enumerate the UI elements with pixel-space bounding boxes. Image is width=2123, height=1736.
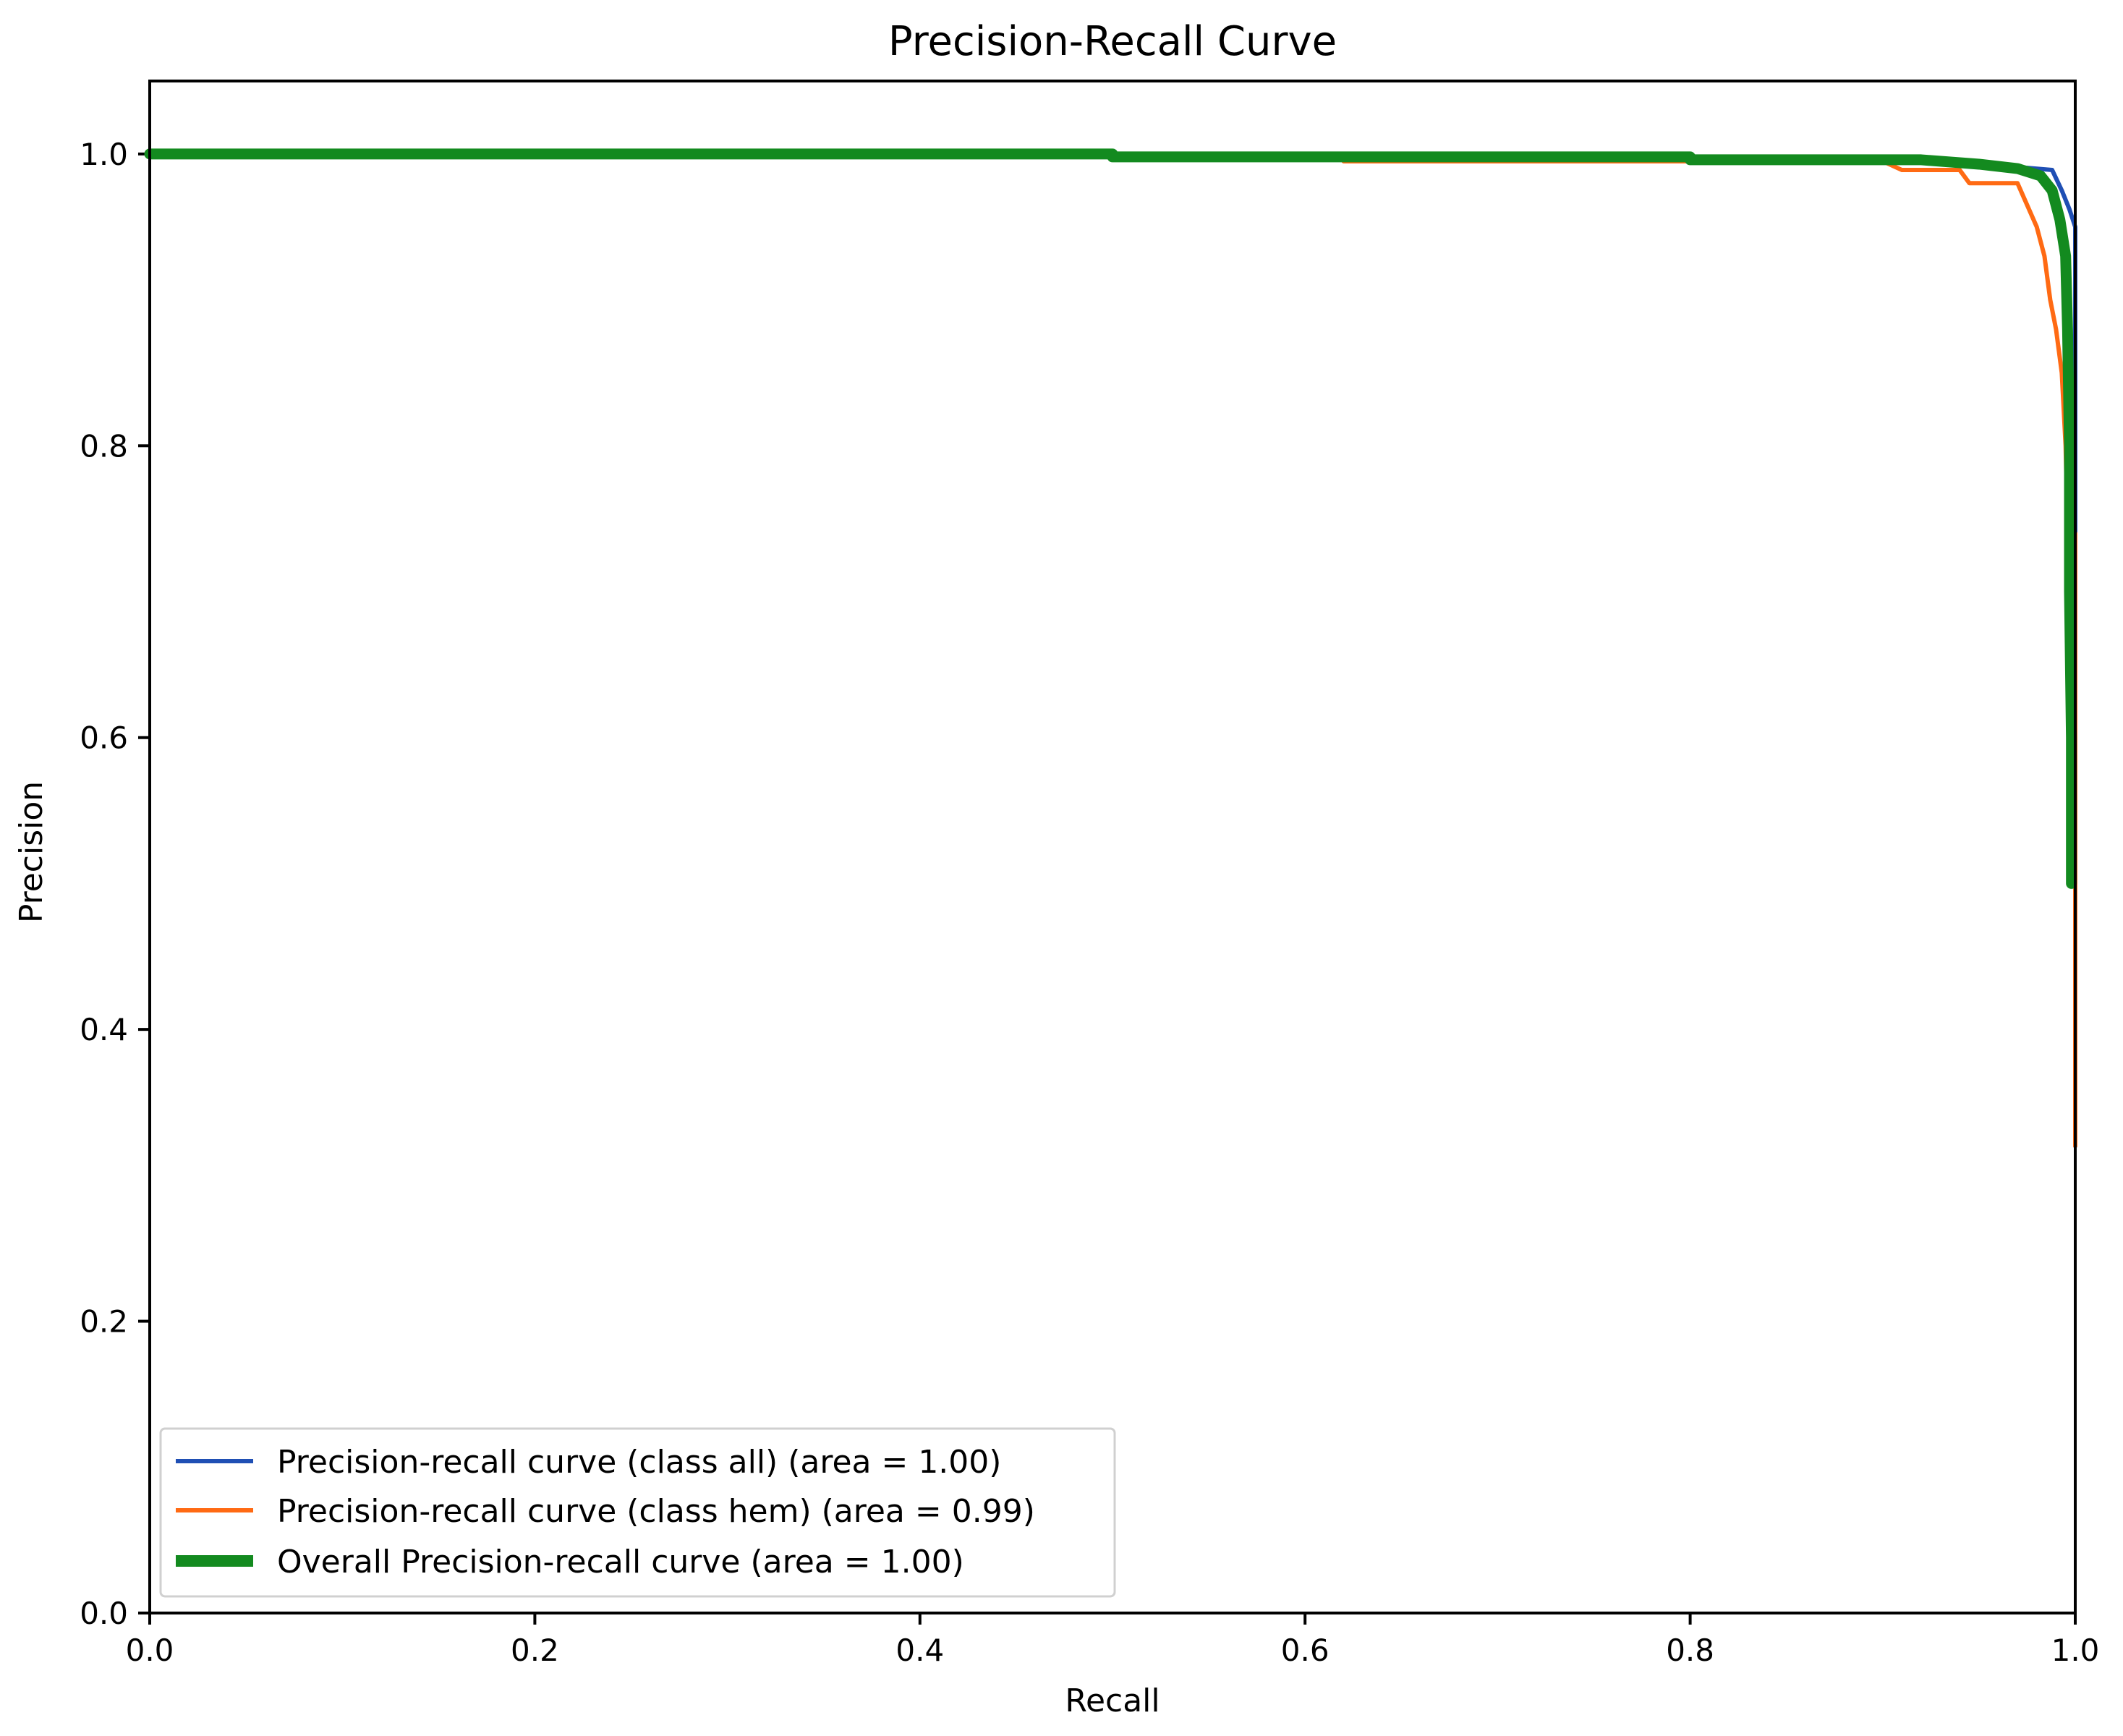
x-axis-label: Recall <box>1065 1682 1160 1719</box>
legend: Precision-recall curve (class all) (area… <box>159 1427 1116 1598</box>
legend-label-overall: Overall Precision-recall curve (area = 1… <box>277 1544 964 1580</box>
legend-label-class-hem: Precision-recall curve (class hem) (area… <box>277 1493 1035 1530</box>
x-tick-label: 0.2 <box>511 1633 559 1668</box>
legend-box <box>159 1427 1116 1598</box>
legend-label-class-all: Precision-recall curve (class all) (area… <box>277 1444 1001 1481</box>
y-axis-ticks: 0.0 0.2 0.4 0.6 0.8 1.0 <box>80 137 150 1631</box>
y-tick-label: 0.2 <box>80 1304 128 1340</box>
plot-frame <box>148 80 2077 1614</box>
y-tick-label: 1.0 <box>80 137 128 172</box>
x-tick-label: 0.4 <box>895 1633 944 1668</box>
y-axis-label: Precision <box>13 781 50 923</box>
series-line-overall <box>144 148 2077 889</box>
y-tick-label: 0.4 <box>80 1012 128 1047</box>
x-tick-label: 1.0 <box>2051 1633 2100 1668</box>
y-tick-label: 0.8 <box>80 428 128 464</box>
chart-title: Precision-Recall Curve <box>888 18 1337 65</box>
y-tick-label: 0.6 <box>80 720 128 756</box>
x-tick-label: 0.6 <box>1281 1633 1329 1668</box>
x-tick-label: 0.8 <box>1666 1633 1714 1668</box>
x-tick-label: 0.0 <box>126 1633 174 1668</box>
x-axis-ticks: 0.0 0.2 0.4 0.6 0.8 1.0 <box>126 1613 2100 1668</box>
y-tick-label: 0.0 <box>80 1596 128 1631</box>
